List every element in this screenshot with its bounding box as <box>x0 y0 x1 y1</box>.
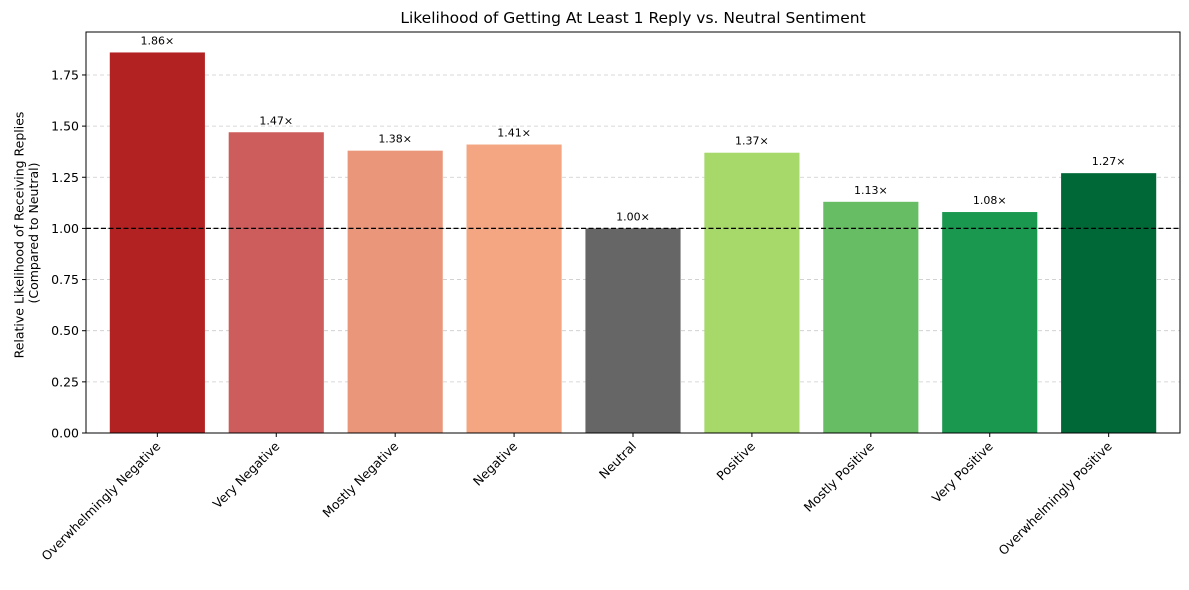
bar <box>466 144 562 433</box>
bar <box>704 152 800 434</box>
x-tick-label: Mostly Negative <box>319 438 401 520</box>
y-axis-label-line2: (Compared to Neutral) <box>26 162 41 303</box>
bar-value-label: 1.27× <box>1092 155 1126 168</box>
bar <box>109 52 205 434</box>
x-tick-label: Neutral <box>596 439 639 482</box>
y-tick-label: 1.75 <box>51 67 79 82</box>
y-tick-label: 0.75 <box>51 272 79 287</box>
y-axis-label-line1: Relative Likelihood of Receiving Replies <box>12 112 27 359</box>
y-tick-label: 0.00 <box>51 426 79 441</box>
y-tick-label: 0.25 <box>51 374 79 389</box>
bar <box>228 132 324 433</box>
y-tick-label: 1.50 <box>51 119 79 134</box>
x-axis-ticks: Overwhelmingly Negative Very Negative Most… <box>38 433 1115 564</box>
bar <box>347 150 443 433</box>
x-tick-label: Very Negative <box>210 438 283 511</box>
x-tick-label: Overwhelmingly Negative <box>38 438 163 563</box>
y-tick-label: 1.00 <box>51 221 79 236</box>
x-tick-label: Negative <box>470 438 520 488</box>
y-axis-ticks: 0.00 0.25 0.50 0.75 1.00 1.25 1.50 1.75 <box>51 67 86 441</box>
bar-value-label: 1.86× <box>140 34 174 47</box>
x-tick-label: Mostly Positive <box>801 438 877 514</box>
bar-value-label: 1.41× <box>497 127 531 140</box>
bar <box>823 201 919 433</box>
x-tick-label: Very Positive <box>929 438 996 505</box>
y-axis-label: Relative Likelihood of Receiving Replies… <box>12 108 41 359</box>
bar-value-label: 1.08× <box>973 194 1007 207</box>
x-tick-label: Overwhelmingly Positive <box>995 438 1115 558</box>
y-tick-label: 0.50 <box>51 323 79 338</box>
bar <box>1061 173 1157 433</box>
y-tick-label: 1.25 <box>51 170 79 185</box>
chart-title: Likelihood of Getting At Least 1 Reply v… <box>400 9 865 27</box>
bar-value-label: 1.13× <box>854 184 888 197</box>
data-labels: 1.86× 1.47× 1.38× 1.41× 1.00× 1.37× 1.13× 1.08×… <box>140 34 1125 223</box>
x-tick-label: Positive <box>713 438 758 483</box>
bar-value-label: 1.00× <box>616 210 650 223</box>
bar-value-label: 1.37× <box>735 135 769 148</box>
bar-value-label: 1.47× <box>259 114 293 127</box>
bar <box>585 228 681 433</box>
bar <box>942 212 1038 433</box>
bar-value-label: 1.38× <box>378 133 412 146</box>
bars <box>109 52 1157 434</box>
